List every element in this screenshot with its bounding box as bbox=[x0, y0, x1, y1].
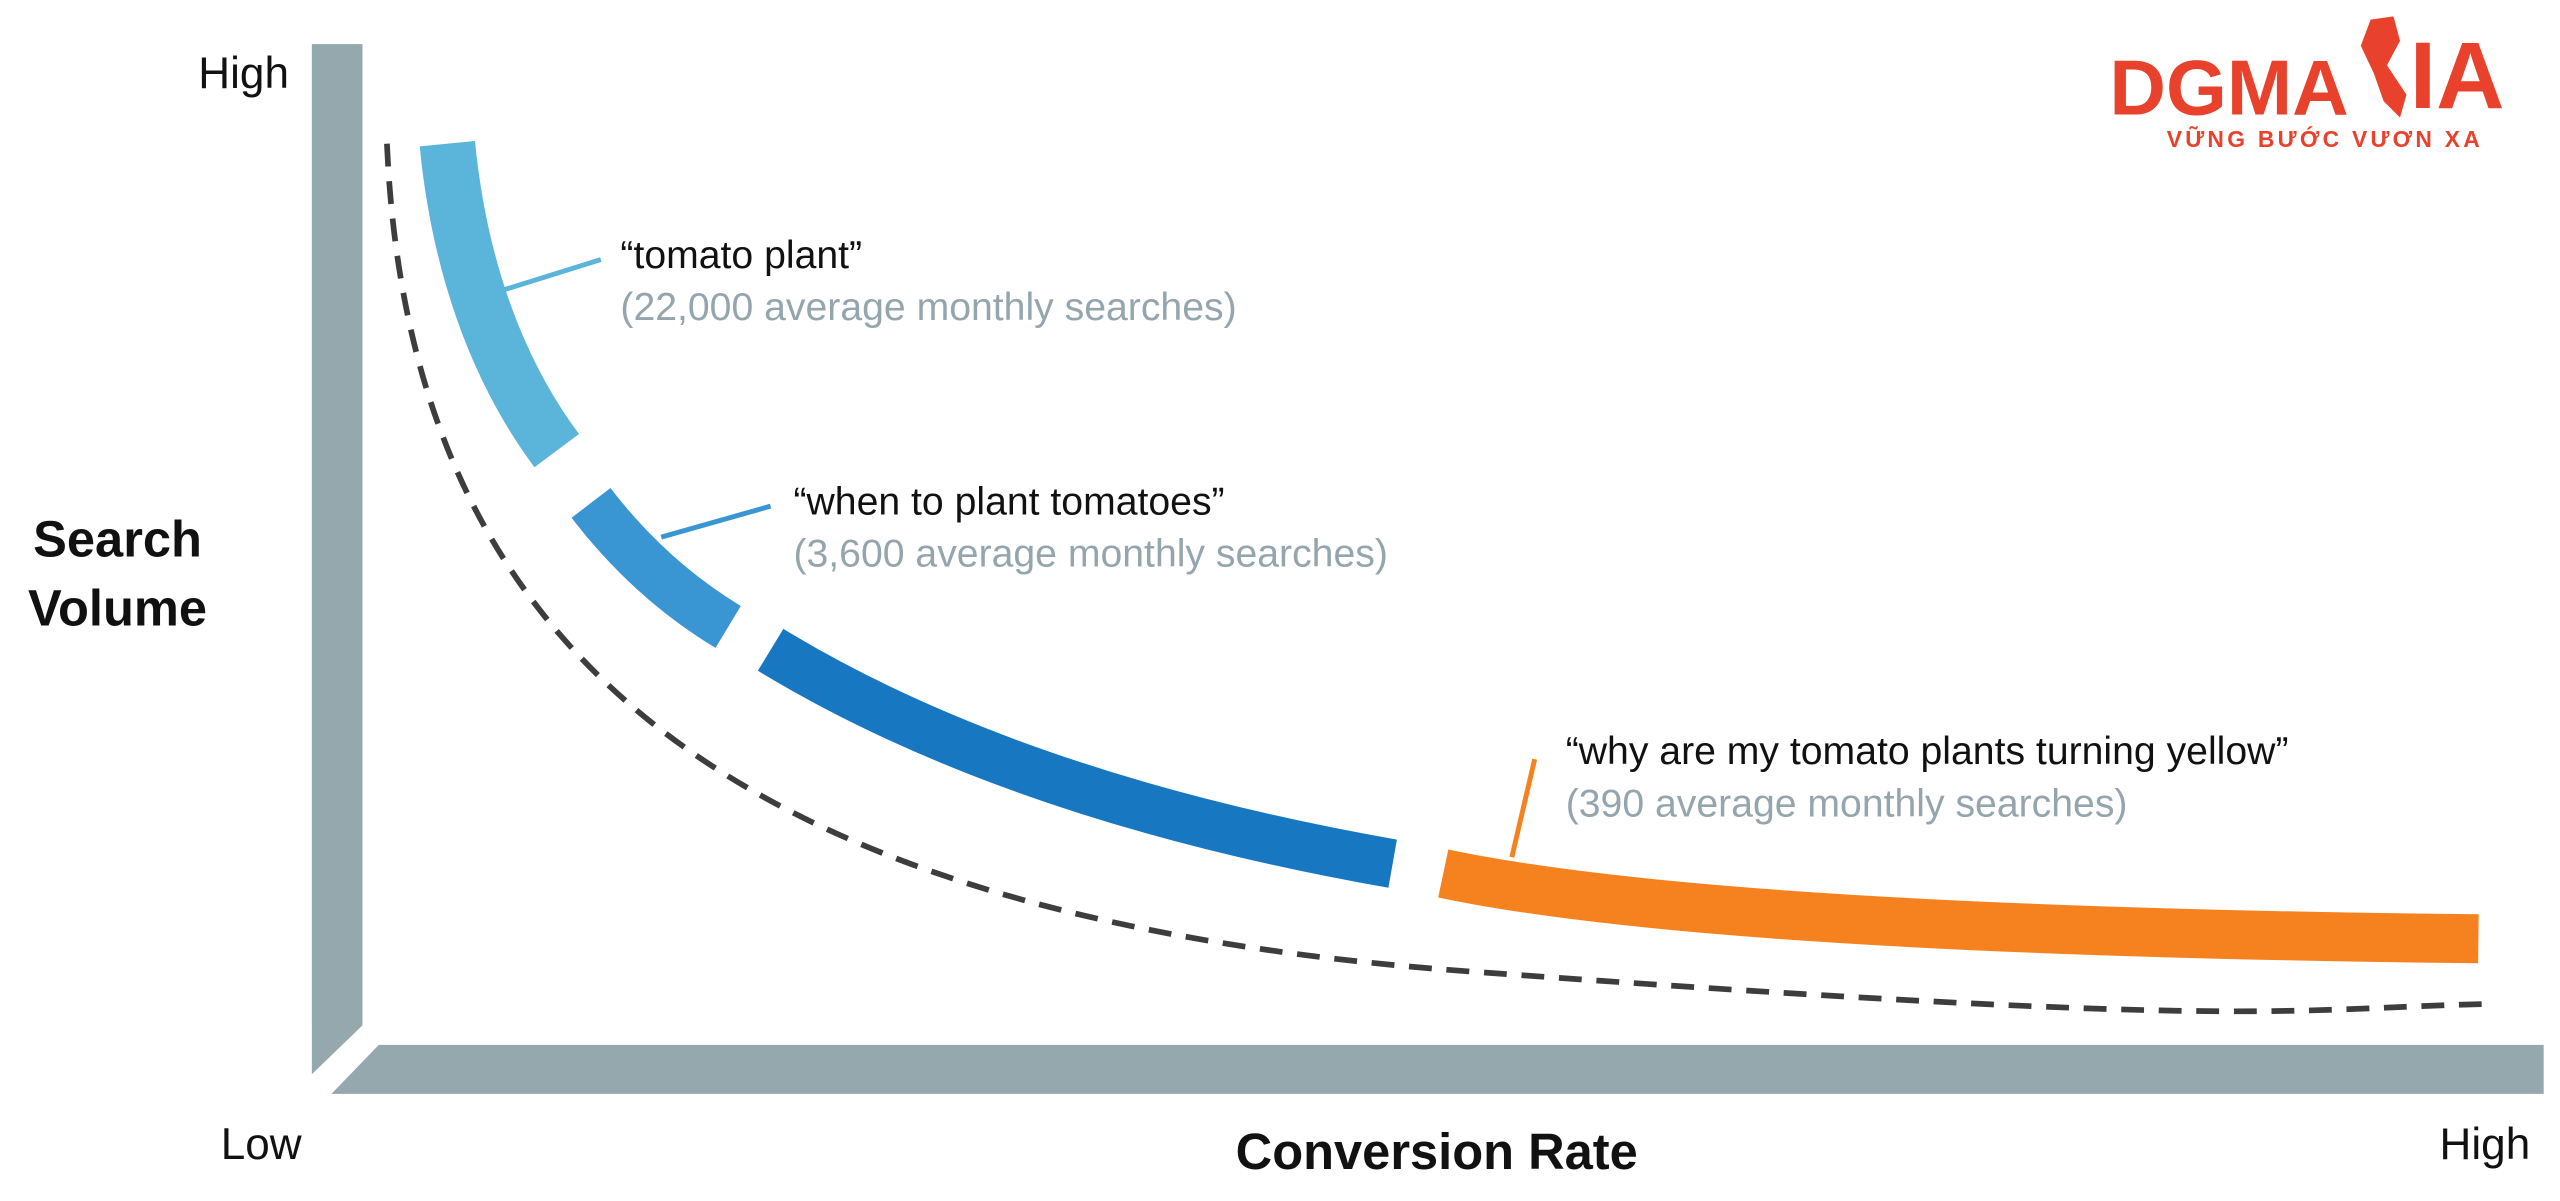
logo-map bbox=[2360, 16, 2407, 118]
keyword: “when to plant tomatoes” bbox=[793, 480, 1224, 523]
leader-line bbox=[500, 257, 602, 293]
demand-curve bbox=[384, 143, 2482, 1015]
x-axis-bar bbox=[331, 1044, 2544, 1094]
leader-line bbox=[660, 503, 772, 540]
y-axis-title: Search bbox=[33, 511, 202, 568]
y-axis-bar bbox=[311, 44, 363, 1075]
search-count: (3,600 average monthly searches) bbox=[793, 533, 1387, 576]
logo-tagline: VỮNG BƯỚC VƯƠN XA bbox=[2167, 126, 2483, 152]
logo: DGMA IA VỮNG BƯỚC VƯƠN XA bbox=[2109, 16, 2504, 152]
segment-mid-tail bbox=[757, 628, 1397, 888]
segment-long-tail bbox=[1438, 849, 2479, 964]
keyword: “why are my tomato plants turning yellow… bbox=[1566, 730, 2289, 773]
segment-head bbox=[419, 140, 580, 468]
x-low-label: Low bbox=[221, 1120, 302, 1169]
logo-text: IA bbox=[2410, 23, 2505, 129]
y-high-label: High bbox=[198, 49, 289, 98]
search-count: (390 average monthly searches) bbox=[1566, 782, 2128, 825]
segment-middle bbox=[571, 487, 741, 648]
x-high-label: High bbox=[2440, 1120, 2531, 1169]
y-axis-title: Volume bbox=[28, 579, 207, 636]
x-axis-title: Conversion Rate bbox=[1236, 1123, 1638, 1180]
keyword: “tomato plant” bbox=[620, 234, 862, 277]
search-count: (22,000 average monthly searches) bbox=[620, 286, 1236, 329]
logo-text: DGMA bbox=[2109, 43, 2348, 131]
leader-line bbox=[1509, 758, 1538, 858]
